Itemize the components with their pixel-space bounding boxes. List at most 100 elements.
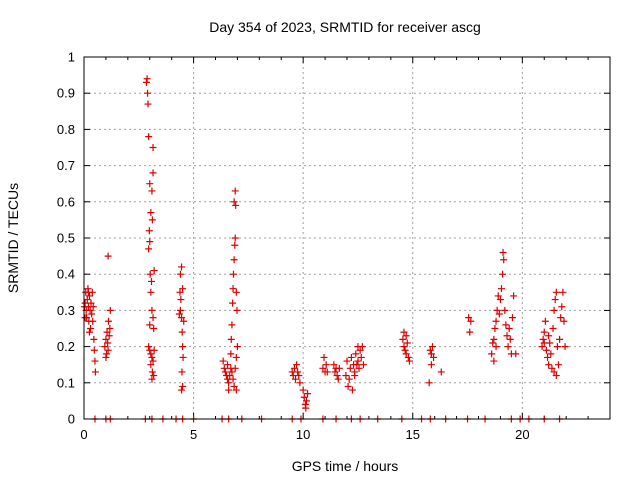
data-point — [293, 361, 301, 369]
data-point — [291, 375, 299, 383]
data-point — [145, 343, 153, 351]
data-point — [400, 328, 408, 336]
data-point — [177, 296, 185, 304]
data-point — [230, 256, 238, 264]
data-point — [322, 361, 330, 369]
data-point — [176, 306, 184, 314]
x-tick-label: 15 — [406, 427, 420, 442]
y-tick-label: 0.2 — [57, 339, 75, 354]
data-point — [85, 292, 93, 300]
data-point — [227, 335, 235, 343]
data-point — [403, 339, 411, 347]
data-point — [149, 144, 157, 151]
data-point — [145, 245, 153, 253]
data-point — [220, 364, 228, 372]
data-point — [354, 357, 362, 365]
data-point — [146, 321, 154, 329]
data-point — [146, 180, 154, 188]
data-point — [499, 248, 507, 256]
data-point — [103, 328, 111, 336]
x-tick-label: 10 — [296, 427, 310, 442]
data-point — [401, 346, 409, 354]
data-point — [147, 350, 155, 358]
data-point — [229, 285, 237, 293]
data-point — [499, 270, 507, 278]
data-point — [430, 353, 438, 361]
data-point — [560, 317, 568, 325]
data-point — [559, 288, 567, 296]
data-point — [106, 325, 114, 332]
data-point — [176, 288, 184, 296]
data-point — [348, 386, 356, 394]
data-point — [294, 368, 302, 376]
data-point — [323, 368, 331, 376]
x-tick-label: 0 — [80, 427, 87, 442]
data-point — [227, 350, 235, 358]
data-point — [146, 270, 154, 278]
data-point — [146, 238, 154, 246]
data-point — [490, 357, 498, 365]
data-point — [500, 256, 508, 264]
data-point — [90, 335, 98, 343]
data-point — [342, 372, 350, 380]
data-point — [503, 332, 511, 340]
data-point — [353, 361, 361, 369]
data-point — [89, 303, 97, 311]
x-tick-label: 5 — [190, 427, 197, 442]
data-point — [106, 306, 114, 314]
data-point — [512, 350, 520, 358]
data-point — [225, 379, 233, 387]
y-tick-label: 0.5 — [57, 231, 75, 246]
data-point — [104, 346, 112, 354]
data-point — [335, 364, 343, 372]
data-point — [538, 343, 546, 351]
data-point — [148, 353, 156, 361]
data-point — [400, 343, 408, 351]
data-point — [179, 382, 187, 390]
data-point — [219, 357, 227, 365]
y-tick-label: 0.3 — [57, 303, 75, 318]
data-point — [557, 314, 565, 322]
data-point — [90, 346, 98, 354]
data-point — [402, 332, 410, 340]
data-point — [302, 397, 310, 405]
data-point — [502, 321, 510, 329]
data-point — [231, 234, 239, 242]
data-point — [102, 335, 110, 343]
y-tick-label: 0.7 — [57, 158, 75, 173]
data-point — [143, 75, 151, 83]
data-point — [488, 350, 496, 358]
y-tick-label: 0.9 — [57, 86, 75, 101]
data-point — [231, 364, 239, 372]
data-point — [492, 343, 500, 351]
data-point — [81, 299, 89, 307]
data-point — [319, 364, 327, 372]
data-point — [228, 321, 236, 329]
data-point — [405, 357, 413, 365]
data-point — [345, 375, 353, 383]
data-point — [88, 310, 96, 318]
data-point — [148, 216, 156, 224]
data-point — [102, 353, 110, 361]
data-point — [550, 306, 558, 314]
data-point — [103, 350, 111, 358]
data-point — [550, 368, 558, 376]
y-tick-label: 1 — [68, 50, 75, 65]
data-point — [547, 350, 555, 358]
data-point — [144, 89, 152, 97]
data-point — [491, 325, 499, 332]
data-point — [178, 328, 186, 336]
data-point — [549, 325, 557, 332]
data-point — [86, 306, 94, 314]
data-point — [142, 78, 150, 86]
data-point — [176, 270, 184, 278]
data-point — [105, 317, 113, 325]
data-point — [148, 187, 156, 195]
data-point — [231, 241, 239, 249]
data-point — [232, 353, 240, 361]
data-point — [178, 314, 186, 322]
data-point — [225, 386, 233, 394]
data-point — [510, 292, 518, 300]
data-point — [548, 364, 556, 372]
